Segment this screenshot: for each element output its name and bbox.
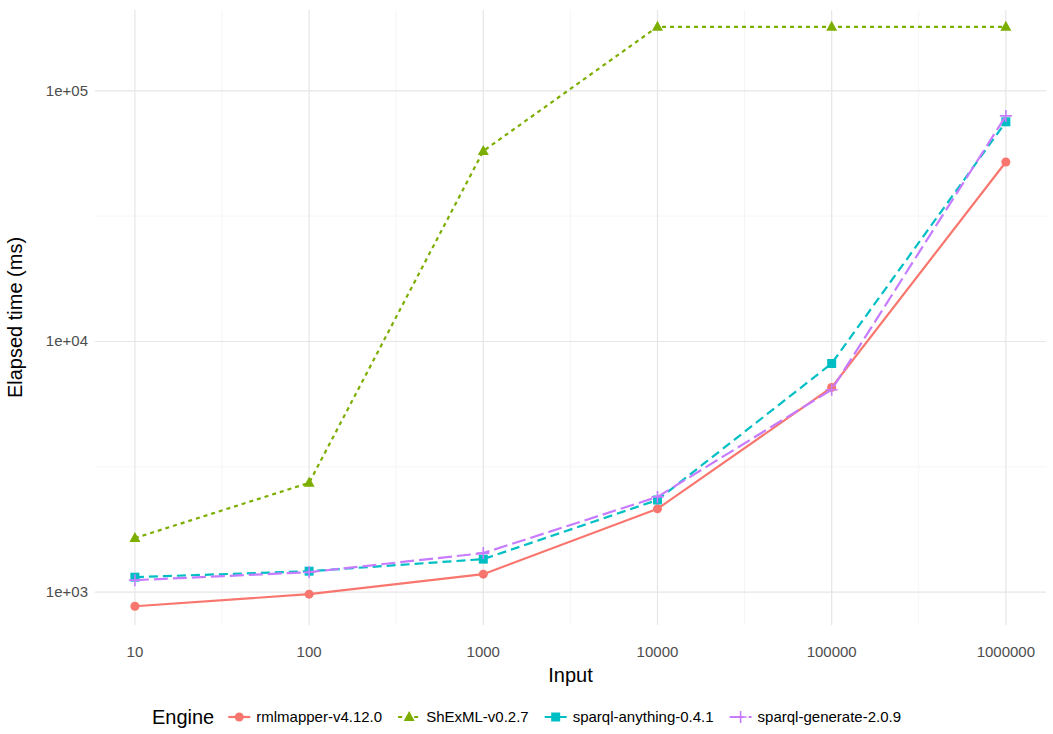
marker — [1000, 110, 1012, 122]
y-tick-label: 1e+04 — [46, 332, 88, 349]
marker — [827, 359, 836, 368]
x-tick-label: 10000 — [637, 643, 679, 660]
plot-area — [129, 21, 1012, 611]
marker — [304, 477, 315, 487]
grid-line — [95, 90, 1046, 91]
marker — [130, 602, 139, 611]
x-tick-label: 100 — [297, 643, 322, 660]
legend-marker — [235, 713, 244, 722]
series-line — [135, 27, 1006, 538]
series-line — [135, 162, 1006, 606]
series-line — [135, 122, 1006, 577]
x-tick-label: 1000000 — [977, 643, 1035, 660]
legend-item: sparql-generate-2.0.9 — [730, 708, 901, 725]
legend-marker — [551, 713, 560, 722]
legend-item: ShExML-v0.2.7 — [398, 708, 529, 725]
minor-grid-line — [222, 10, 223, 625]
marker — [826, 21, 837, 31]
minor-grid-line — [918, 10, 919, 625]
axes: 10 100 1000 10000 100000 1000000 1e+03 1e+04 1e+… — [4, 82, 1035, 686]
marker — [826, 384, 838, 396]
marker — [1001, 157, 1010, 166]
grid-line — [657, 10, 658, 625]
marker — [303, 566, 315, 578]
y-axis-title: Elapsed time (ms) — [4, 237, 26, 398]
minor-grid-line — [95, 216, 1046, 217]
legend-marker — [404, 711, 415, 721]
legend-label: rmlmapper-v4.12.0 — [256, 708, 382, 725]
minor-grid-line — [95, 466, 1046, 467]
grid-line — [309, 10, 310, 625]
legend-label: ShExML-v0.2.7 — [426, 708, 529, 725]
marker — [129, 532, 140, 542]
minor-grid-line — [744, 10, 745, 625]
legend-label: sparql-anything-0.4.1 — [573, 708, 714, 725]
legend-item: sparql-anything-0.4.1 — [545, 708, 714, 725]
marker — [478, 145, 489, 155]
series-line — [135, 116, 1006, 580]
grid-line — [95, 592, 1046, 593]
marker — [305, 590, 314, 599]
y-tick-label: 1e+03 — [46, 583, 88, 600]
x-tick-label: 10 — [127, 643, 144, 660]
legend-item: rmlmapper-v4.12.0 — [228, 708, 382, 725]
marker — [651, 491, 663, 503]
grid-line — [1005, 10, 1006, 625]
marker — [1000, 21, 1011, 31]
x-tick-label: 1000 — [467, 643, 500, 660]
grid-line — [831, 10, 832, 625]
chart: 10 100 1000 10000 100000 1000000 1e+03 1e+04 1e+… — [0, 0, 1053, 734]
legend-title: Engine — [152, 706, 214, 728]
y-tick-label: 1e+05 — [46, 82, 88, 99]
legend-marker — [735, 711, 747, 723]
grid — [95, 10, 1046, 625]
grid-line — [95, 341, 1046, 342]
legend: Engine rmlmapper-v4.12.0 ShExML-v0.2.7 spar… — [152, 706, 901, 728]
marker — [477, 547, 489, 559]
marker — [653, 504, 662, 513]
legend-label: sparql-generate-2.0.9 — [758, 708, 901, 725]
marker — [652, 21, 663, 31]
x-tick-label: 100000 — [807, 643, 857, 660]
grid-line — [483, 10, 484, 625]
marker — [129, 574, 141, 586]
x-axis-title: Input — [548, 664, 593, 686]
minor-grid-line — [570, 10, 571, 625]
marker — [479, 570, 488, 579]
